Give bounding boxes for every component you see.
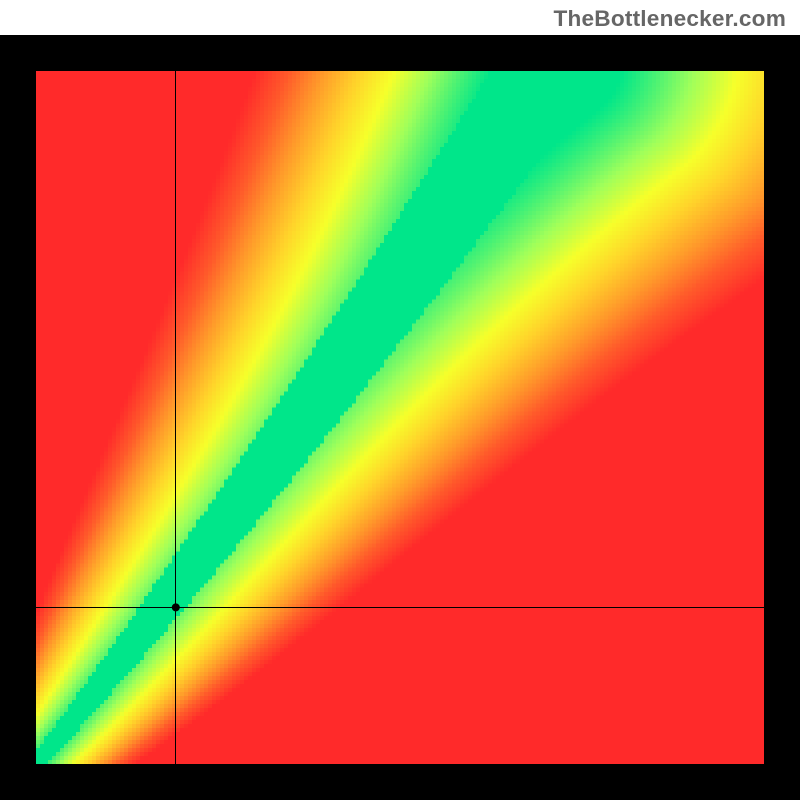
crosshair-marker[interactable] — [36, 71, 764, 764]
watermark-text: TheBottlenecker.com — [554, 6, 786, 32]
heatmap-plot-area — [36, 71, 764, 764]
